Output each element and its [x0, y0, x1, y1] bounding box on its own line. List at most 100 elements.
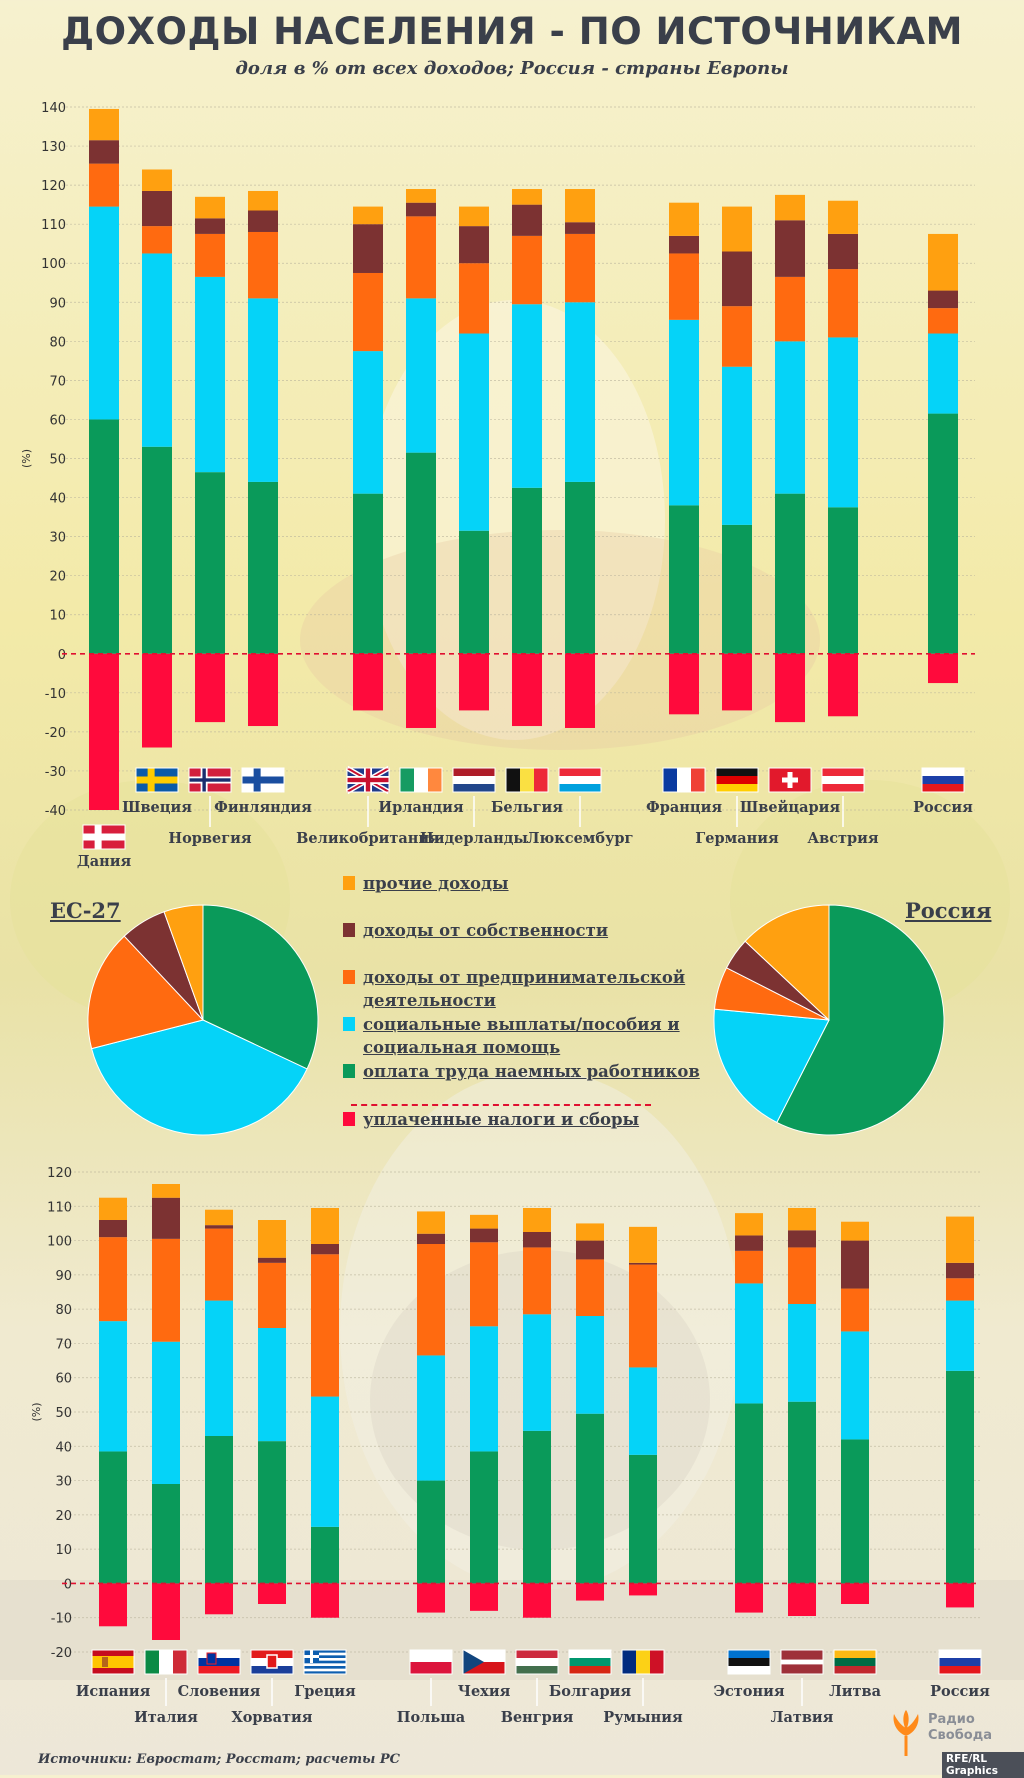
flag-stripe [173, 1650, 188, 1674]
bar-segment-wages [152, 1484, 180, 1584]
bar-segment-taxes [722, 653, 752, 711]
flag-poland-icon [409, 1649, 453, 1675]
flag-stripe [304, 1671, 346, 1675]
flag-stripe [304, 1666, 346, 1669]
flag-border [505, 767, 549, 793]
bar-segment-other [258, 1220, 286, 1258]
flag-stripe [304, 1660, 346, 1664]
flag-stripe [728, 1650, 770, 1659]
country-label: Болгария [549, 1683, 631, 1700]
flag-stripe [663, 768, 678, 792]
flag-stripe [939, 1650, 981, 1659]
bar-segment-wages [459, 530, 489, 654]
flag-border [250, 1649, 294, 1675]
y-tick-label: 20 [49, 570, 66, 585]
pie-charts [87, 904, 945, 1136]
bar-segment-social [841, 1331, 869, 1440]
flag-greece-icon [303, 1649, 347, 1675]
y-tick-label: 100 [47, 1235, 72, 1250]
bar-segment-property [629, 1262, 657, 1265]
bar-segment-taxes [735, 1583, 763, 1613]
flag-stripe [834, 1666, 876, 1675]
bar-segment-wages [99, 1451, 127, 1584]
y-tick-label: 40 [49, 492, 66, 507]
bar-segment-other [152, 1184, 180, 1198]
bar-segment-property [576, 1240, 604, 1260]
flag-bulgaria-icon [568, 1649, 612, 1675]
flag-slovenia-icon [197, 1649, 241, 1675]
flag-cross [782, 777, 798, 783]
flag-russia-icon [921, 767, 965, 793]
flag-border [82, 824, 126, 850]
flag-border [821, 767, 865, 793]
bar-segment-social [669, 319, 699, 506]
flag-triangle [463, 1650, 484, 1674]
bar-segment-other [946, 1216, 974, 1263]
country-label: Испания [76, 1683, 151, 1700]
y-tick-label: 10 [49, 609, 66, 624]
bar-segment-other [89, 108, 119, 141]
bar-segment-wages [722, 524, 752, 654]
bar-segment-taxes [512, 653, 542, 727]
country-label: Швейцария [740, 799, 840, 816]
bar-segment-business [512, 235, 542, 305]
legend-swatch-business [343, 970, 355, 984]
flag-emblem [102, 1657, 108, 1667]
bottom-bar-chart: -20 -10 0 10 20 30 40 50 60 70 80 90 100 110 120 (%) Исп… [30, 1166, 990, 1726]
legend-label-property: доходы от собственности [363, 921, 609, 940]
flag-border [346, 767, 390, 793]
bar-segment-wages [828, 507, 858, 654]
bar-segment-other [629, 1226, 657, 1263]
country-label: Германия [695, 830, 779, 847]
flag-stripe [410, 1662, 452, 1675]
flag-netherlands-icon [452, 767, 496, 793]
y-tick-label: 120 [47, 1166, 72, 1181]
bar-segment-social [629, 1367, 657, 1455]
flag-border [303, 1649, 347, 1675]
y-tick-label: -10 [45, 687, 66, 702]
bar-segment-social [928, 333, 958, 414]
eu-pie-slice-social [91, 1019, 308, 1136]
flag-stripe [304, 1655, 346, 1659]
bar-segment-taxes [669, 653, 699, 715]
country-label: Италия [134, 1709, 198, 1726]
flag-stripe [677, 768, 692, 792]
flag-stripe [304, 1652, 346, 1656]
bar-segment-property [722, 251, 752, 307]
bar-segment-business [841, 1288, 869, 1332]
bar-segment-other [841, 1221, 869, 1241]
flag-stripe [939, 1666, 981, 1675]
bar-segment-wages [417, 1480, 445, 1584]
bar-segment-wages [470, 1451, 498, 1584]
bar-segment-wages [565, 481, 595, 654]
flag-stripe [400, 768, 415, 792]
flag-norway-icon [188, 767, 232, 793]
bar-segment-property [669, 235, 699, 254]
flag-croatia-icon [250, 1649, 294, 1675]
bar-segment-business [152, 1238, 180, 1342]
flag-czechia-icon [462, 1649, 506, 1675]
flag-denmark-icon [82, 824, 126, 850]
bar-segment-property [248, 210, 278, 232]
flag-stripe [622, 1650, 637, 1674]
eu-pie-slice-business [87, 935, 204, 1050]
flag-border [91, 1649, 135, 1675]
y-tick-label: -20 [51, 1646, 72, 1661]
y-tick-label: 110 [41, 218, 66, 233]
country-label: Хорватия [232, 1709, 313, 1726]
flag-stripe [781, 1654, 823, 1660]
flag-stripe [198, 1650, 240, 1659]
y-tick-label: 80 [49, 335, 66, 350]
bar-segment-social [311, 1396, 339, 1527]
bar-segment-wages [205, 1436, 233, 1584]
flag-stripe [781, 1669, 823, 1675]
bar-segment-wages [629, 1454, 657, 1584]
bar-segment-taxes [195, 653, 225, 723]
bar-segment-property [841, 1240, 869, 1289]
bar-segment-wages [775, 493, 805, 654]
bar-segment-other [576, 1223, 604, 1241]
bar-segment-wages [512, 487, 542, 654]
bar-segment-wages [523, 1430, 551, 1584]
bar-segment-social [828, 337, 858, 508]
flag-stripe [506, 768, 521, 792]
